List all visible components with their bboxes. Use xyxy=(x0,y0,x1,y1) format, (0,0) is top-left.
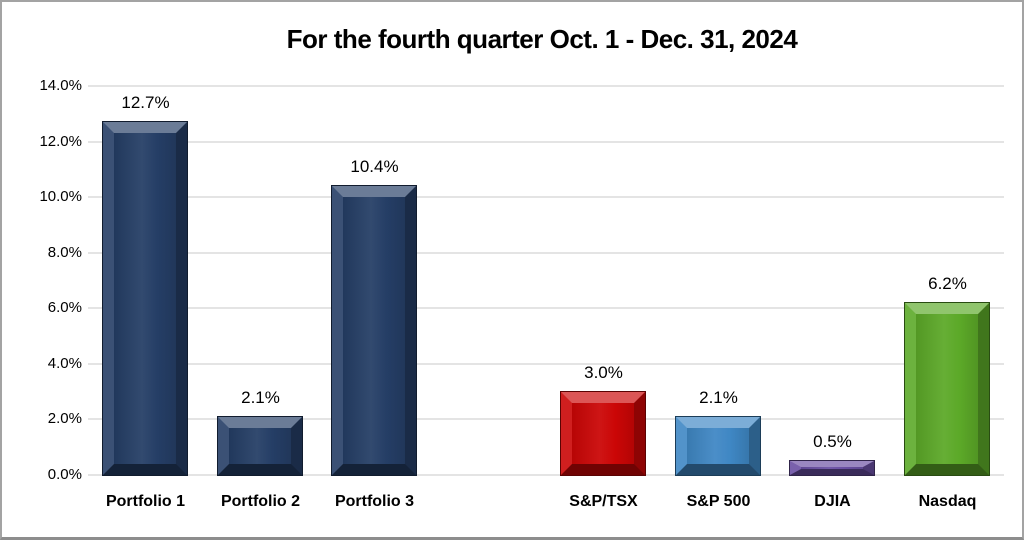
x-axis-label-s-p-tsx: S&P/TSX xyxy=(569,493,638,510)
y-axis-tick-label: 0.0% xyxy=(47,466,82,483)
x-axis-label-portfolio-1: Portfolio 1 xyxy=(105,493,186,510)
gridline xyxy=(88,251,1004,254)
bar-djia xyxy=(789,460,875,476)
bar-nasdaq xyxy=(904,302,990,476)
y-axis-tick-label: 6.0% xyxy=(47,299,82,317)
gridline xyxy=(88,474,1004,476)
bar-portfolio-1 xyxy=(102,121,188,476)
data-label-s-p-tsx: 3.0% xyxy=(584,363,623,382)
gridline xyxy=(88,307,1004,310)
bar-portfolio-3 xyxy=(331,185,417,476)
data-label-s-p-500: 2.1% xyxy=(699,388,738,407)
y-axis-tick-label: 14.0% xyxy=(39,77,82,94)
data-label-djia: 0.5% xyxy=(813,432,852,451)
gridline xyxy=(88,85,1004,87)
x-axis-label-nasdaq: Nasdaq xyxy=(918,493,977,510)
y-axis-tick-label: 2.0% xyxy=(47,410,82,428)
chart-title: For the fourth quarter Oct. 1 - Dec. 31,… xyxy=(286,24,798,54)
y-axis-tick-label: 12.0% xyxy=(39,132,82,150)
gridline xyxy=(88,362,1004,365)
gridline xyxy=(88,418,1004,421)
y-axis-tick-label: 8.0% xyxy=(47,243,82,261)
data-label-portfolio-2: 2.1% xyxy=(241,388,280,407)
x-axis-label-portfolio-3: Portfolio 3 xyxy=(334,493,415,510)
bar-portfolio-2 xyxy=(217,416,303,476)
y-axis-tick-label: 4.0% xyxy=(47,354,82,372)
y-axis-tick-label: 10.0% xyxy=(39,188,82,206)
data-label-nasdaq: 6.2% xyxy=(928,274,967,293)
x-axis-label-portfolio-2: Portfolio 2 xyxy=(220,493,301,510)
x-axis-label-djia: DJIA xyxy=(814,493,851,510)
bar-s-p-tsx xyxy=(560,391,646,476)
gridline xyxy=(88,196,1004,199)
bar-s-p-500 xyxy=(675,416,761,476)
x-axis-label-s-p-500: S&P 500 xyxy=(686,493,751,510)
data-label-portfolio-3: 10.4% xyxy=(350,157,399,176)
gridline xyxy=(88,140,1004,143)
data-label-portfolio-1: 12.7% xyxy=(121,93,170,112)
